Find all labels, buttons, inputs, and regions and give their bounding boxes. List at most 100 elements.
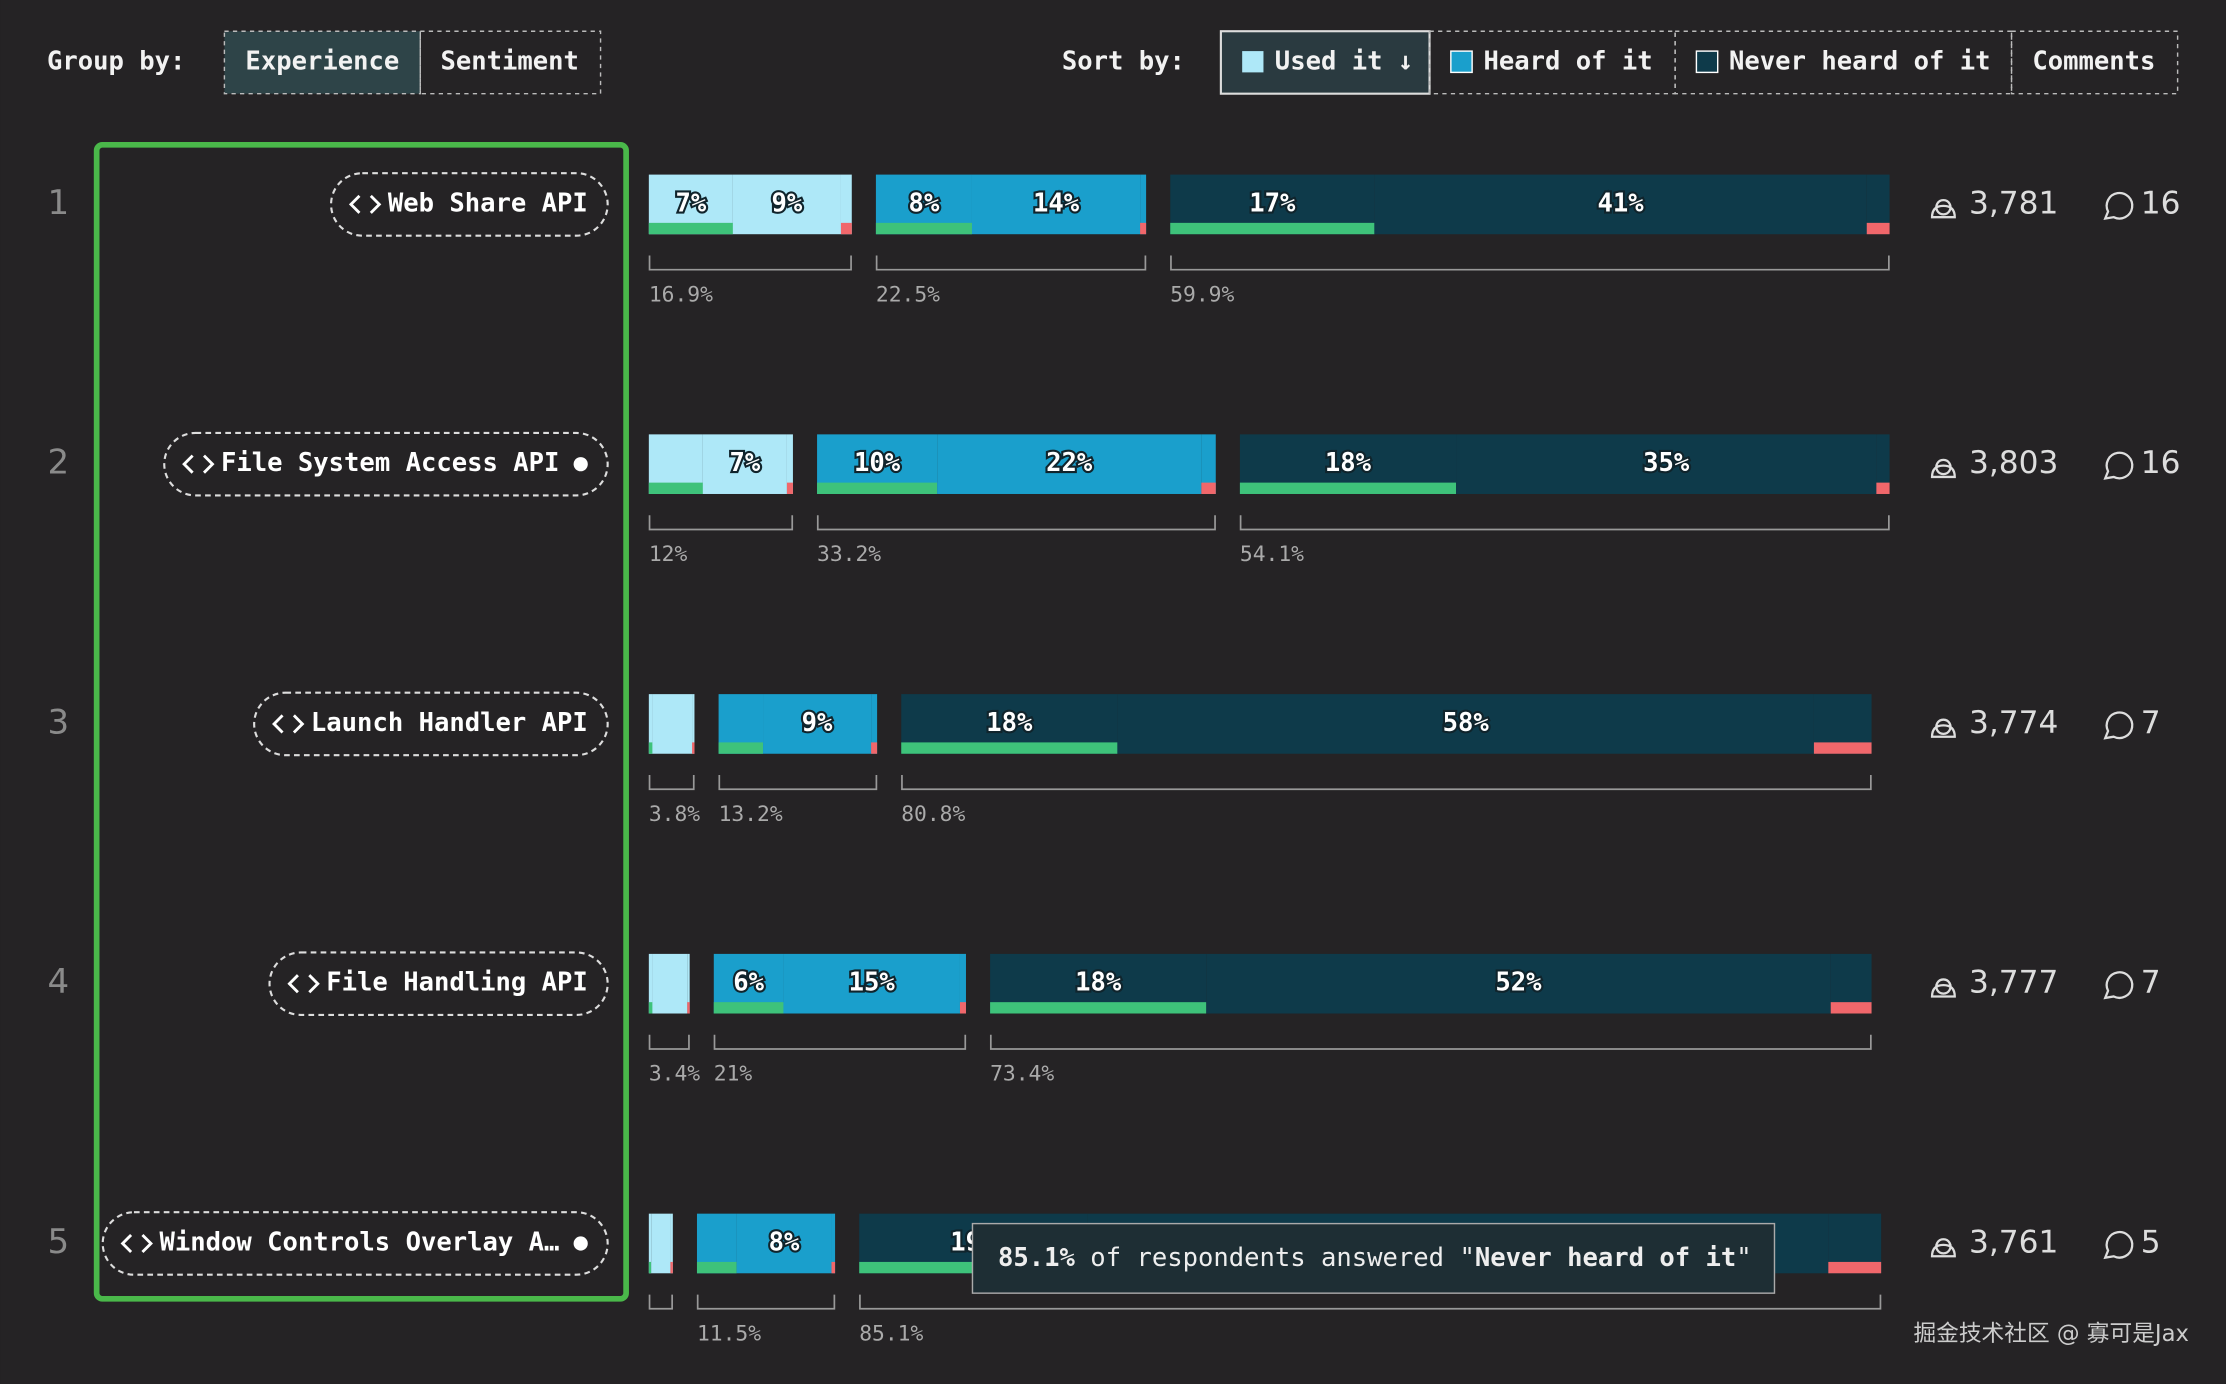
bar-segment: [732, 174, 841, 235]
group-button[interactable]: [419, 30, 602, 95]
comment-count: 16: [2141, 185, 2181, 221]
negative-strip: [1876, 482, 1890, 494]
bar-segment: [1866, 174, 1890, 235]
total-bracket: [859, 1294, 1882, 1310]
feature-pill[interactable]: [268, 951, 609, 1016]
bar-segment: [648, 694, 653, 754]
comment-icon: [2103, 1230, 2134, 1260]
bar-segment: [652, 953, 688, 1014]
tooltip-answer: Never heard of it: [1475, 1243, 1736, 1273]
segment-label: 35%: [1643, 448, 1690, 478]
total-bracket: [901, 775, 1872, 791]
positive-strip: [648, 482, 703, 494]
bar-segment: [736, 1213, 832, 1274]
user-icon: [1930, 718, 1956, 738]
tooltip-value: 85.1%: [998, 1243, 1076, 1273]
total-bracket: [648, 775, 695, 791]
total-label: 73.4%: [990, 1062, 1054, 1087]
comment-count: 16: [2141, 445, 2181, 481]
tooltip-box: [971, 1222, 1776, 1294]
segment-label: 8%: [909, 188, 940, 218]
legend-swatch: [1695, 50, 1719, 74]
bar-segment: [702, 434, 787, 494]
sort-option[interactable]: Comments: [2032, 46, 2155, 76]
watermark: 掘金技术社区 @ 寡可是Jax: [1913, 1321, 2189, 1347]
bar-segment: [971, 174, 1141, 235]
bar-segment: [783, 953, 960, 1014]
bar-segment: [651, 1213, 671, 1274]
code-icon: [272, 714, 305, 734]
positive-strip: [648, 222, 733, 235]
bar-segment: [763, 694, 872, 754]
bar-segment: [840, 174, 852, 235]
bar-segment: [687, 953, 690, 1014]
segment-label: 18%: [986, 708, 1033, 738]
group-option[interactable]: Experience: [245, 46, 399, 76]
legend-swatch: [1242, 51, 1264, 73]
bar-segment: [1206, 953, 1831, 1014]
respondent-count: 3,777: [1969, 965, 2058, 1001]
bar-segment: [959, 953, 966, 1014]
segment-label: 14%: [1033, 188, 1080, 218]
total-label: 33.2%: [817, 542, 881, 567]
total-bracket: [718, 775, 878, 791]
sort-option[interactable]: Never heard of it: [1729, 46, 1990, 76]
sort-button[interactable]: [2010, 30, 2179, 95]
segment-label: 6%: [733, 968, 764, 998]
total-label: 22.5%: [876, 282, 940, 307]
bar-segment: [692, 694, 695, 754]
rank: 2: [47, 443, 69, 483]
group-button[interactable]: [223, 30, 421, 95]
positive-strip: [648, 742, 653, 754]
code-icon: [287, 974, 320, 994]
segment-label: 18%: [1075, 968, 1122, 998]
segment-label: 7%: [730, 448, 761, 478]
comment-count: 5: [2141, 1224, 2161, 1260]
group-by-label: Group by:: [47, 46, 185, 76]
total-bracket: [648, 515, 794, 531]
bar-segment: [648, 953, 653, 1014]
segment-label: 7%: [675, 188, 706, 218]
negative-strip: [1813, 742, 1872, 754]
respondent-count: 3,761: [1969, 1224, 2058, 1260]
code-icon: [348, 194, 382, 214]
tooltip: 85.1% of respondents answered "Never hea…: [971, 1222, 1776, 1294]
segment-label: 17%: [1249, 188, 1296, 218]
total-bracket: [1170, 255, 1890, 271]
positive-strip: [1170, 222, 1375, 235]
bar-segment: [1876, 434, 1890, 494]
total-label: 13.2%: [719, 802, 783, 827]
total-bracket: [648, 1034, 690, 1050]
negative-strip: [1830, 1002, 1872, 1014]
total-bracket: [1239, 515, 1890, 531]
feature-pill[interactable]: [163, 431, 609, 497]
user-icon: [1930, 199, 1956, 219]
total-bracket: [875, 255, 1147, 271]
group-option[interactable]: Sentiment: [440, 46, 578, 76]
status-dot: [573, 457, 588, 472]
total-label: 3.4%: [649, 1062, 700, 1087]
comment-count: 7: [2141, 965, 2161, 1001]
negative-strip: [1828, 1261, 1882, 1274]
feature-pill[interactable]: [253, 691, 609, 757]
positive-strip: [696, 1261, 737, 1274]
segment-label: 58%: [1443, 708, 1490, 738]
segment-label: 15%: [849, 968, 896, 998]
user-icon: [1930, 1238, 1956, 1258]
feature-pill[interactable]: [329, 172, 609, 237]
total-label: 80.8%: [901, 802, 965, 827]
segment-label: 18%: [1325, 448, 1372, 478]
comment-icon: [2103, 971, 2134, 1000]
code-icon: [120, 1233, 153, 1253]
comment-icon: [2103, 191, 2134, 221]
feature-name: File Handling API: [326, 968, 587, 998]
positive-strip: [648, 1261, 652, 1274]
bar-segment: [1117, 694, 1814, 754]
negative-strip: [840, 222, 852, 235]
sort-option[interactable]: Used it ↓: [1275, 46, 1413, 76]
respondent-count: 3,803: [1969, 445, 2058, 481]
negative-strip: [1866, 222, 1890, 235]
sort-option[interactable]: Heard of it: [1483, 46, 1652, 76]
feature-pill[interactable]: [101, 1211, 609, 1276]
